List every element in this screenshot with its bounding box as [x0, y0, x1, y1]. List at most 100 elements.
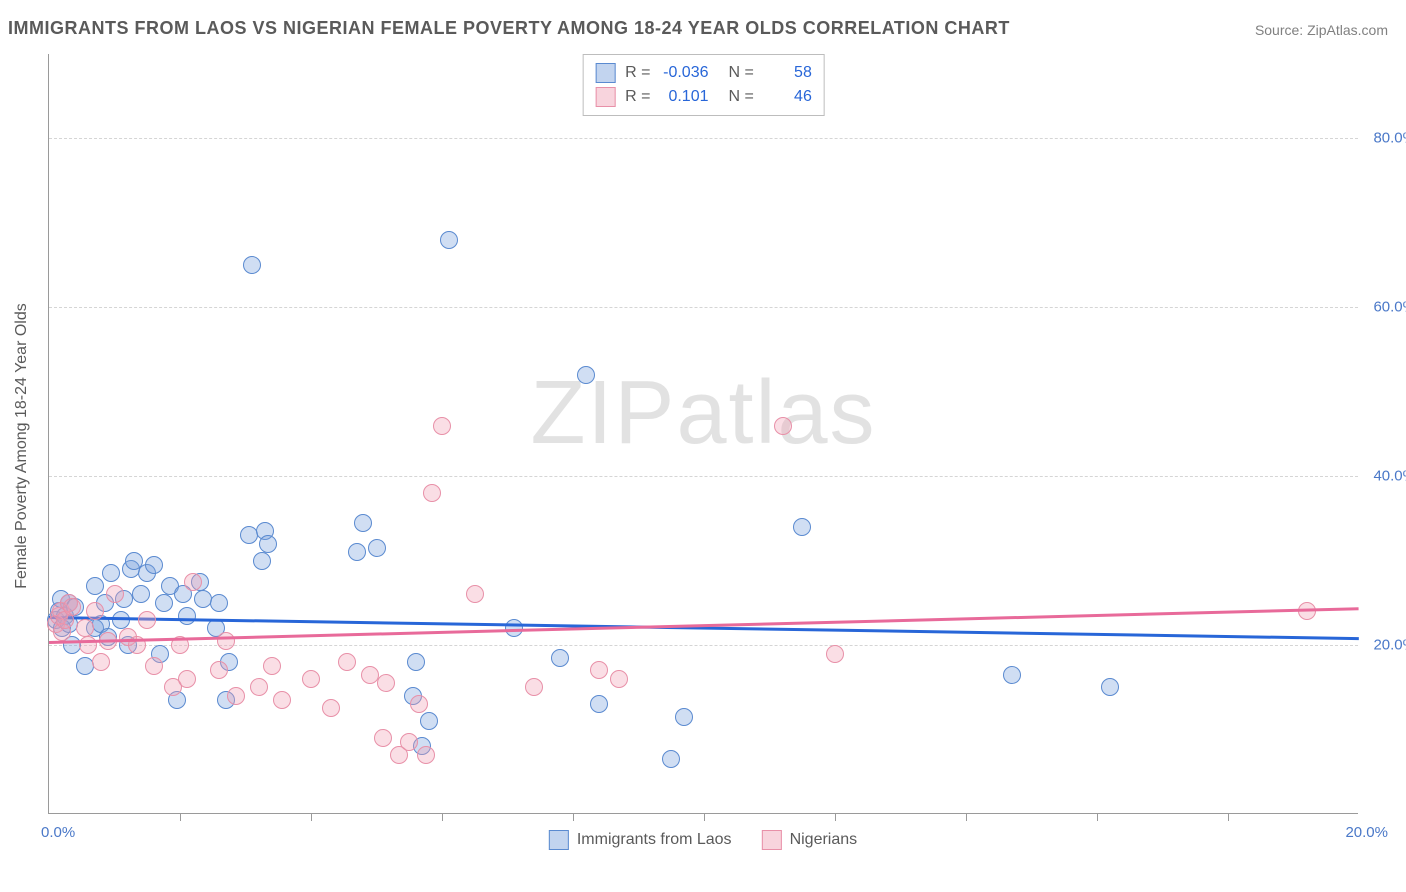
gridline — [49, 476, 1358, 477]
x-tick — [704, 813, 705, 821]
legend-n-label: N = — [729, 85, 754, 109]
scatter-point — [420, 712, 438, 730]
x-tick — [442, 813, 443, 821]
scatter-point — [178, 670, 196, 688]
scatter-point — [1298, 602, 1316, 620]
scatter-point — [440, 231, 458, 249]
scatter-point — [322, 699, 340, 717]
scatter-point — [86, 577, 104, 595]
scatter-point — [610, 670, 628, 688]
gridline — [49, 138, 1358, 139]
scatter-point — [217, 632, 235, 650]
legend-r-label: R = — [625, 61, 650, 85]
scatter-point — [132, 585, 150, 603]
legend-swatch — [595, 63, 615, 83]
y-tick-label: 40.0% — [1373, 468, 1406, 485]
scatter-point — [590, 661, 608, 679]
scatter-point — [184, 573, 202, 591]
scatter-point — [551, 649, 569, 667]
scatter-point — [76, 657, 94, 675]
scatter-point — [210, 594, 228, 612]
x-tick — [966, 813, 967, 821]
legend-r-label: R = — [625, 85, 650, 109]
legend-n-label: N = — [729, 61, 754, 85]
scatter-point — [240, 526, 258, 544]
legend-n-value: 58 — [764, 61, 812, 85]
scatter-point — [577, 366, 595, 384]
scatter-point — [102, 564, 120, 582]
x-tick — [1097, 813, 1098, 821]
scatter-point — [210, 661, 228, 679]
scatter-point — [590, 695, 608, 713]
scatter-point — [79, 636, 97, 654]
scatter-point — [675, 708, 693, 726]
chart-plot-area: ZIPatlas R =-0.036N =58R =0.101N =46 20.… — [48, 54, 1358, 814]
y-axis-label: Female Poverty Among 18-24 Year Olds — [13, 303, 31, 589]
gridline — [49, 645, 1358, 646]
scatter-point — [374, 729, 392, 747]
scatter-point — [354, 514, 372, 532]
scatter-point — [466, 585, 484, 603]
scatter-point — [227, 687, 245, 705]
scatter-point — [302, 670, 320, 688]
source-attribution: Source: ZipAtlas.com — [1255, 22, 1388, 38]
legend-swatch — [595, 87, 615, 107]
scatter-point — [377, 674, 395, 692]
scatter-point — [243, 256, 261, 274]
legend-swatch — [762, 830, 782, 850]
legend-correlation-row: R = -0.036 N = 58 — [595, 61, 812, 85]
chart-title: IMMIGRANTS FROM LAOS VS NIGERIAN FEMALE … — [8, 18, 1010, 39]
x-tick — [180, 813, 181, 821]
scatter-point — [368, 539, 386, 557]
x-tick — [1228, 813, 1229, 821]
legend-correlation-row: R = 0.101 N = 46 — [595, 85, 812, 109]
y-tick-label: 20.0% — [1373, 637, 1406, 654]
x-tick — [573, 813, 574, 821]
scatter-point — [250, 678, 268, 696]
scatter-point — [1101, 678, 1119, 696]
scatter-point — [106, 585, 124, 603]
scatter-point — [155, 594, 173, 612]
legend-series-label: Nigerians — [790, 831, 858, 849]
legend-r-value: 0.101 — [661, 85, 709, 109]
scatter-point — [348, 543, 366, 561]
scatter-point — [259, 535, 277, 553]
scatter-point — [525, 678, 543, 696]
legend-series: Immigrants from Laos Nigerians — [549, 830, 857, 850]
scatter-point — [273, 691, 291, 709]
scatter-point — [433, 417, 451, 435]
scatter-point — [92, 653, 110, 671]
scatter-point — [194, 590, 212, 608]
scatter-point — [86, 602, 104, 620]
x-tick-label-min: 0.0% — [41, 824, 75, 841]
scatter-point — [826, 645, 844, 663]
trend-line — [49, 607, 1359, 643]
scatter-point — [145, 556, 163, 574]
y-tick-label: 80.0% — [1373, 130, 1406, 147]
legend-series-label: Immigrants from Laos — [577, 831, 732, 849]
x-tick — [311, 813, 312, 821]
legend-r-value: -0.036 — [661, 61, 709, 85]
scatter-point — [63, 598, 81, 616]
x-tick-label-max: 20.0% — [1345, 824, 1388, 841]
scatter-point — [361, 666, 379, 684]
scatter-point — [410, 695, 428, 713]
scatter-point — [400, 733, 418, 751]
legend-swatch — [549, 830, 569, 850]
legend-correlation: R = -0.036 N = 58 R = 0.101 N = 46 — [582, 54, 825, 116]
legend-n-value: 46 — [764, 85, 812, 109]
scatter-point — [138, 611, 156, 629]
scatter-point — [423, 484, 441, 502]
legend-series-item: Nigerians — [762, 830, 858, 850]
y-tick-label: 60.0% — [1373, 299, 1406, 316]
scatter-point — [145, 657, 163, 675]
scatter-point — [253, 552, 271, 570]
scatter-point — [407, 653, 425, 671]
scatter-point — [1003, 666, 1021, 684]
scatter-point — [662, 750, 680, 768]
legend-series-item: Immigrants from Laos — [549, 830, 732, 850]
scatter-point — [338, 653, 356, 671]
scatter-point — [76, 619, 94, 637]
scatter-point — [417, 746, 435, 764]
scatter-point — [178, 607, 196, 625]
